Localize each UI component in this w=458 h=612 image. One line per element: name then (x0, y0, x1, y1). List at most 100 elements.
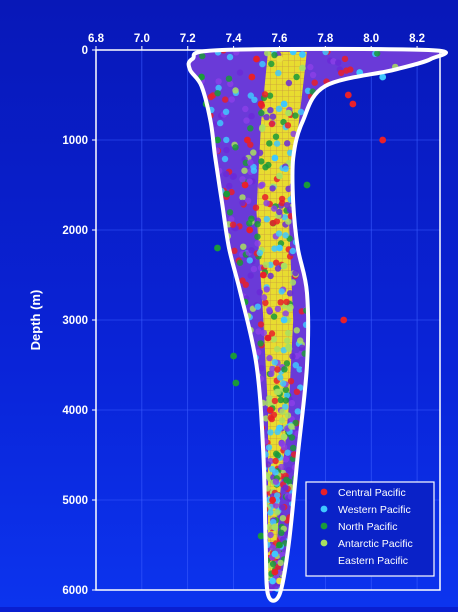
data-point (253, 55, 260, 63)
cloud-point (266, 395, 273, 402)
data-point (246, 226, 254, 234)
cloud-point (231, 247, 238, 254)
cloud-point (271, 397, 279, 405)
cloud-point (226, 53, 234, 61)
cloud-point (258, 109, 265, 117)
cloud-point (263, 200, 270, 207)
data-point (285, 343, 292, 351)
data-point (269, 577, 276, 585)
cloud-point (227, 80, 234, 88)
cloud-point (278, 195, 286, 203)
data-point (280, 100, 288, 108)
cloud-point (247, 92, 254, 99)
cloud-point (257, 321, 265, 328)
cloud-point (226, 209, 234, 216)
cloud-point (284, 449, 291, 456)
data-point (379, 136, 387, 144)
y-tick-label: 4000 (62, 405, 88, 417)
cloud-point (267, 272, 274, 280)
data-point (276, 55, 283, 63)
cloud-point (259, 124, 266, 131)
cloud-point (243, 117, 250, 124)
x-tick-label: 7.2 (180, 33, 196, 45)
data-point (269, 496, 276, 504)
y-tick-label: 0 (82, 45, 88, 57)
cloud-point (279, 504, 286, 511)
cloud-point (285, 466, 292, 474)
cloud-point (283, 476, 290, 483)
cloud-point (374, 50, 381, 57)
cloud-point (207, 93, 214, 101)
cloud-point (284, 412, 292, 419)
data-point (280, 262, 288, 270)
cloud-point (307, 63, 314, 71)
cloud-point (288, 434, 296, 441)
cloud-point (272, 502, 280, 509)
x-tick-label: 6.8 (88, 33, 105, 45)
cloud-point (309, 71, 317, 79)
cloud-point (280, 347, 287, 354)
cloud-point (280, 118, 287, 126)
cloud-point (262, 194, 269, 201)
cloud-point (273, 140, 281, 147)
cloud-point (242, 281, 249, 288)
cloud-point (269, 219, 276, 227)
cloud-point (222, 108, 230, 116)
cloud-point (275, 105, 283, 113)
cloud-point (282, 386, 290, 393)
cloud-point (293, 327, 300, 334)
cloud-point (280, 380, 287, 387)
cloud-point (239, 176, 246, 183)
cloud-point (293, 73, 300, 81)
data-point (340, 316, 348, 324)
cloud-point (288, 399, 296, 407)
cloud-point (268, 330, 276, 337)
cloud-point (263, 286, 270, 293)
cloud-point (240, 243, 247, 250)
cloud-point (268, 60, 275, 68)
cloud-point (282, 456, 290, 463)
cloud-point (221, 155, 229, 163)
data-point (276, 424, 283, 432)
cloud-point (199, 52, 206, 60)
legend: Central Pacific Western Pacific North Paci… (305, 481, 435, 577)
cloud-point (294, 408, 301, 415)
legend-label: Western Pacific (338, 504, 411, 516)
cloud-point (254, 233, 261, 240)
cloud-point (274, 492, 281, 499)
cloud-point (254, 240, 261, 247)
cloud-point (274, 346, 281, 353)
cloud-point (269, 185, 276, 192)
cloud-point (264, 49, 271, 57)
cloud-point (223, 170, 230, 178)
cloud-point (289, 279, 297, 286)
cloud-point (268, 370, 275, 377)
cloud-point (341, 55, 349, 63)
data-point (241, 181, 249, 189)
cloud-point (296, 366, 303, 373)
legend-label: Central Pacific (338, 487, 406, 499)
cloud-point (257, 340, 264, 347)
data-point (230, 352, 238, 360)
data-point (198, 73, 205, 81)
cloud-point (283, 392, 291, 399)
data-point (303, 181, 311, 189)
data-point (248, 73, 256, 81)
cloud-point (256, 149, 264, 156)
cloud-point (239, 199, 246, 206)
cloud-point (229, 173, 237, 180)
cloud-point (232, 87, 239, 94)
cloud-point (282, 397, 290, 404)
cloud-point (225, 75, 233, 82)
cloud-point (270, 411, 278, 418)
cloud-point (276, 208, 283, 216)
cloud-point (282, 232, 289, 239)
cloud-point (267, 509, 274, 516)
cloud-point (259, 60, 266, 68)
cloud-point (271, 51, 278, 59)
cloud-point (223, 146, 230, 154)
cloud-point (226, 182, 233, 190)
cloud-point (272, 469, 279, 476)
